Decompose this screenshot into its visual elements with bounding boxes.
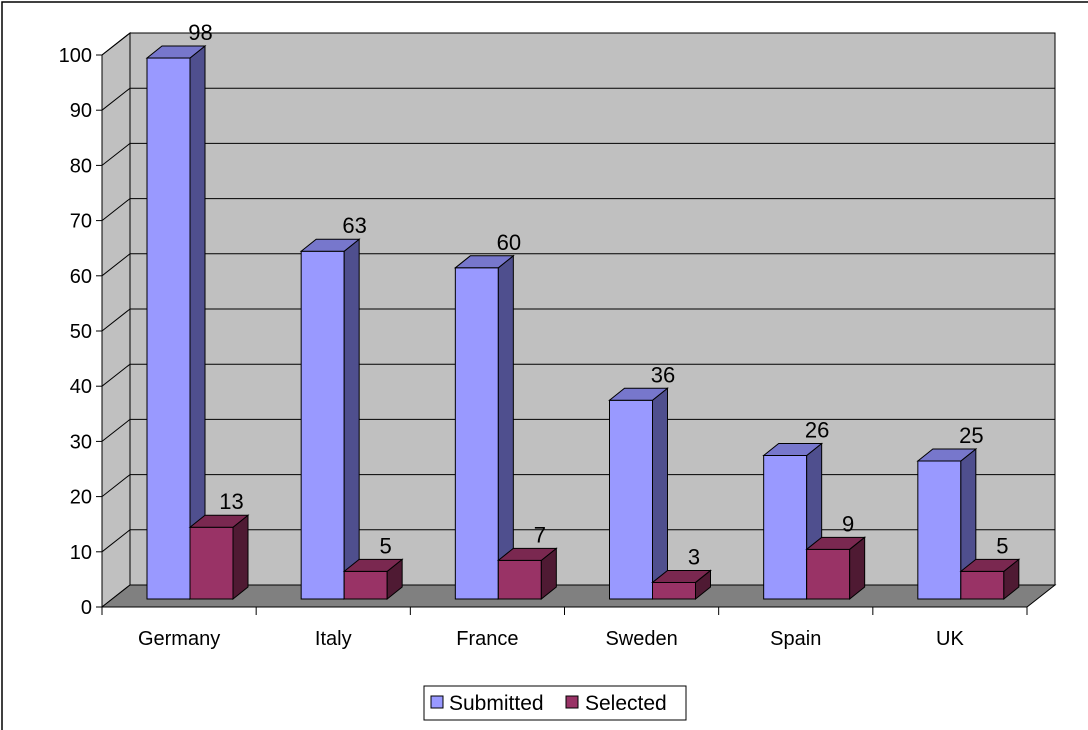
x-tick-label: UK — [936, 628, 964, 650]
data-label-selected: 5 — [380, 533, 392, 558]
legend-box — [423, 685, 687, 721]
gridline — [101, 474, 1055, 497]
bar-top — [342, 558, 404, 572]
bar-side — [189, 44, 206, 601]
y-tick-label: 100 — [59, 45, 92, 67]
data-label-submitted: 98 — [188, 20, 212, 45]
x-tick-label: Italy — [315, 628, 352, 650]
gridline — [101, 253, 1055, 277]
legend-label-submitted: Submitted — [449, 692, 544, 715]
bar-top — [453, 255, 515, 269]
bar-top — [608, 387, 669, 401]
gridline — [101, 308, 1055, 332]
bar-top — [299, 238, 361, 252]
y-tick-label: 50 — [70, 321, 92, 343]
gridline — [101, 87, 1055, 111]
gridline — [101, 198, 1055, 221]
y-tick-label: 30 — [70, 431, 92, 453]
bar-top — [762, 442, 824, 456]
bar-selected-italy — [343, 570, 388, 600]
y-tick-label: 60 — [70, 266, 92, 288]
legend: Submitted Selected — [423, 685, 687, 721]
x-tick-label: Sweden — [605, 628, 677, 650]
bar-top — [496, 547, 558, 561]
y-tick-label: 40 — [70, 376, 92, 398]
bar-top — [959, 558, 1021, 572]
bar-submitted-sweden — [609, 399, 653, 600]
bar-submitted-italy — [300, 250, 345, 600]
bar-side — [652, 387, 668, 601]
data-label-submitted: 60 — [497, 230, 521, 255]
legend-swatch-selected — [565, 695, 579, 709]
data-label-selected: 13 — [219, 489, 243, 514]
bar-top — [145, 45, 207, 59]
gridline — [101, 418, 1055, 442]
data-label-selected: 7 — [534, 522, 546, 547]
bar-submitted-germany — [146, 57, 191, 600]
bar-side — [343, 238, 360, 601]
gridline — [101, 363, 1055, 387]
data-label-selected: 3 — [688, 544, 700, 569]
bar-submitted-france — [454, 267, 499, 600]
bar-selected-france — [497, 559, 542, 600]
gridline — [101, 142, 1055, 166]
y-tick-label: 80 — [70, 155, 92, 177]
data-label-submitted: 36 — [651, 362, 675, 387]
plot-area: 0 10 20 30 40 50 60 70 80 90 100 Germany Italy France… — [59, 20, 1057, 650]
x-tick-label: France — [456, 628, 518, 650]
y-tick-label: 90 — [70, 100, 92, 122]
bar-top — [188, 514, 250, 528]
data-label-selected: 9 — [842, 511, 854, 536]
data-label-selected: 5 — [996, 533, 1008, 558]
bar-submitted-uk — [917, 460, 962, 600]
bar-top — [805, 536, 867, 550]
x-tick-label: Germany — [138, 628, 220, 650]
bar-selected-spain — [806, 548, 851, 600]
legend-label-selected: Selected — [585, 692, 667, 715]
bar-side — [497, 254, 514, 601]
bar-top — [916, 448, 978, 462]
y-tick-label: 20 — [70, 487, 92, 509]
bar-submitted-spain — [763, 454, 808, 600]
bar-selected-germany — [189, 526, 234, 600]
y-tick-label: 10 — [70, 542, 92, 564]
data-label-submitted: 63 — [342, 213, 366, 238]
bar-top — [651, 569, 712, 583]
x-tick-label: Spain — [770, 628, 821, 650]
data-label-submitted: 26 — [805, 417, 829, 442]
gridline — [101, 529, 1055, 553]
legend-swatch-submitted — [430, 695, 444, 709]
gridline — [101, 32, 1055, 56]
bar-selected-sweden — [652, 581, 696, 600]
y-tick-label: 0 — [81, 597, 92, 619]
data-label-submitted: 25 — [959, 423, 983, 448]
bar-selected-uk — [960, 570, 1005, 600]
y-tick-label: 70 — [70, 211, 92, 233]
bar-side — [232, 514, 249, 601]
